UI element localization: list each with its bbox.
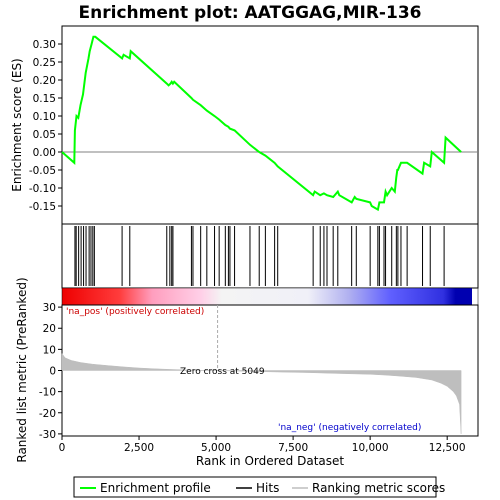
es-y-tick-label: 0.00 [33,147,56,159]
ranked-metric-panel: 30 20 10 0 -10 -20 -30 0 2,500 5,000 7,500 10,000 1… [15,277,479,468]
es-y-axis: 0.30 0.25 0.20 0.15 0.10 0.05 0.00 -0.05 -0.10 -0… [29,39,62,213]
x-tick-label: 12,500 [429,442,466,454]
enrichment-score-panel: 0.30 0.25 0.20 0.15 0.10 0.05 0.00 -0.05 -0.10 -0… [10,25,479,225]
metric-y-axis: 30 20 10 0 -10 -20 -30 [39,302,62,441]
es-y-tick-label: -0.10 [29,183,56,195]
negative-correlation-label: 'na_neg' (negatively correlated) [278,423,421,433]
enrichment-profile-line [61,35,462,212]
x-tick-label: 7,500 [278,442,308,454]
hits-panel [61,223,479,289]
metric-y-tick-label: 0 [49,366,56,378]
rank-color-bar [62,288,472,305]
x-tick-label: 0 [59,442,66,454]
metric-y-tick-label: -10 [39,387,56,399]
es-y-tick-label: 0.15 [33,93,56,105]
es-y-tick-label: -0.05 [29,165,56,177]
legend: Enrichment profile Hits Ranking metric s… [73,476,445,498]
hits-frame [61,223,479,289]
x-axis-label: Rank in Ordered Dataset [196,454,344,468]
es-y-tick-label: -0.15 [29,201,56,213]
metric-y-label: Ranked list metric (PreRanked) [15,277,29,462]
legend-box [73,476,437,498]
metric-y-tick-label: -30 [39,429,56,441]
es-y-tick-label: 0.10 [33,111,56,123]
metric-y-tick-label: 10 [43,344,56,356]
metric-y-tick-label: -20 [39,408,56,420]
x-tick-label: 2,500 [124,442,154,454]
es-y-label: Enrichment score (ES) [10,58,24,191]
legend-label-hits: Hits [256,481,279,495]
es-y-tick-label: 0.05 [33,129,56,141]
es-y-tick-label: 0.30 [33,39,56,51]
x-tick-label: 10,000 [352,442,389,454]
positive-correlation-label: 'na_pos' (positively correlated) [66,307,204,317]
ranking-metric-area [61,352,462,434]
hit-markers [74,226,445,286]
metric-x-axis: 0 2,500 5,000 7,500 10,000 12,500 [59,436,466,454]
x-tick-label: 5,000 [201,442,231,454]
legend-label-enrichment-profile: Enrichment profile [100,481,211,495]
es-y-tick-label: 0.20 [33,75,56,87]
zero-cross-label: Zero cross at 5049 [180,367,265,377]
legend-label-ranking-metric: Ranking metric scores [312,481,445,495]
metric-y-tick-label: 30 [43,302,56,314]
metric-y-tick-label: 20 [43,323,56,335]
chart-title: Enrichment plot: AATGGAG,MIR-136 [79,3,422,23]
es-plot-frame [61,25,479,225]
es-y-tick-label: 0.25 [33,57,56,69]
